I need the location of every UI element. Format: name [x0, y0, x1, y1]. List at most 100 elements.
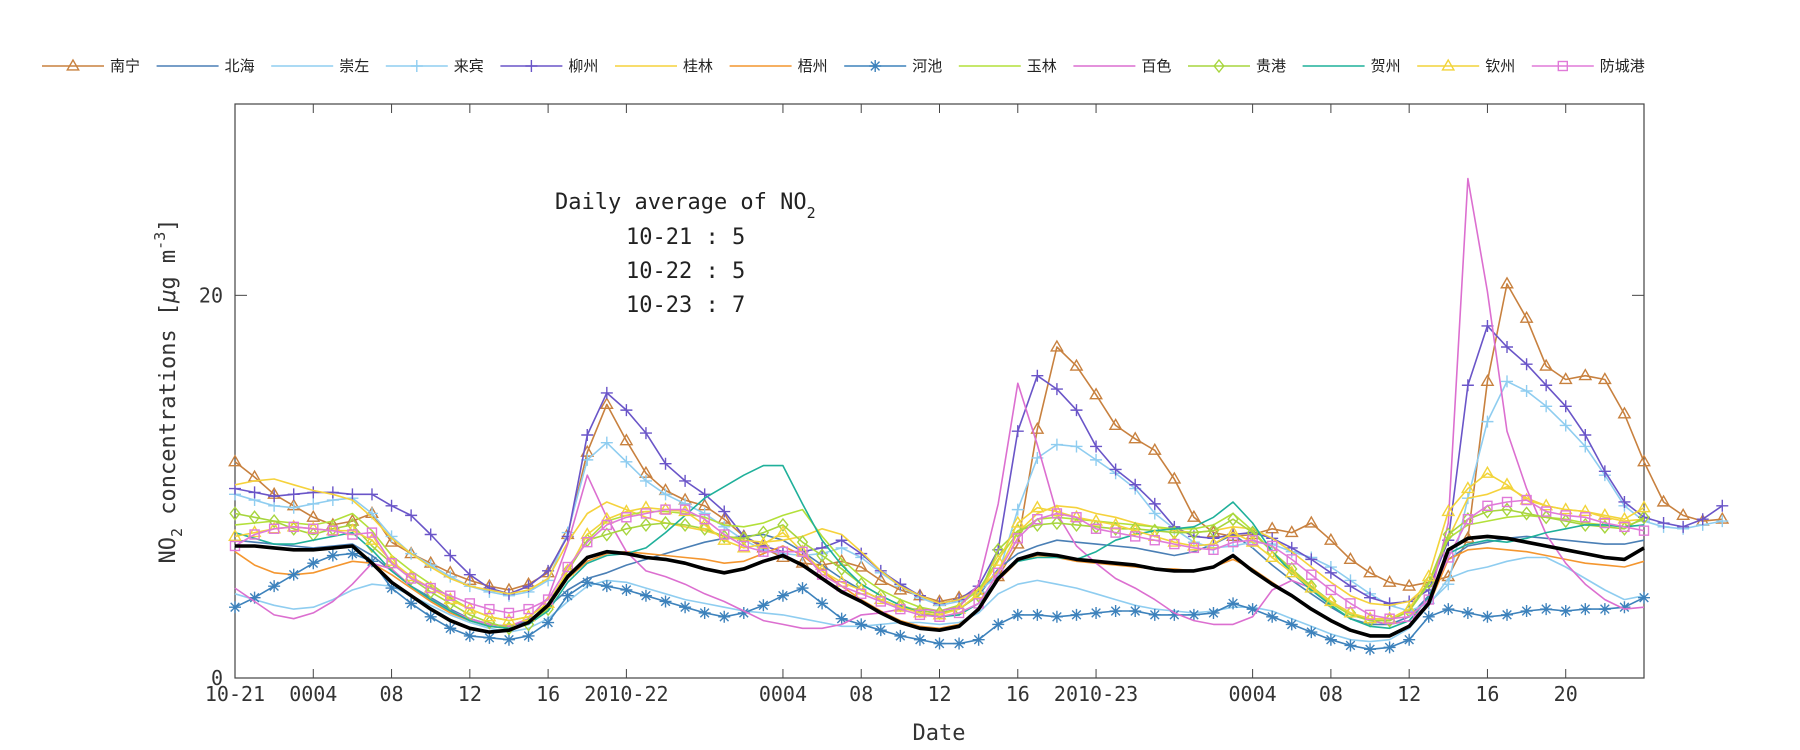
x-tick-label: 2010-22: [584, 682, 668, 706]
data-point: [1188, 542, 1200, 554]
data-point: [248, 486, 261, 499]
annotation-line: 10-22 : 5: [626, 259, 745, 284]
data-point: [385, 530, 398, 543]
data-point: [1540, 506, 1552, 517]
data-point: [1597, 507, 1612, 520]
data-point: [776, 589, 789, 602]
data-point: [306, 509, 321, 522]
annotation-title: Daily average of NO2: [555, 190, 816, 222]
data-point: [1579, 517, 1591, 533]
data-point: [228, 529, 242, 542]
data-point: [1109, 521, 1122, 536]
data-point: [1186, 509, 1201, 522]
data-point: [1598, 465, 1611, 478]
data-point: [1167, 534, 1182, 547]
data-point: [1421, 569, 1436, 582]
data-point: [619, 433, 634, 446]
data-point: [483, 582, 496, 595]
data-point: [758, 546, 769, 557]
data-point: [1599, 517, 1611, 529]
data-point: [1402, 578, 1417, 591]
data-point: [1501, 375, 1514, 388]
data-point: [1011, 608, 1024, 621]
data-point: [1540, 379, 1553, 392]
data-point: [1520, 605, 1533, 618]
data-point: [1324, 566, 1337, 579]
data-point: [639, 474, 652, 487]
data-point: [386, 558, 397, 569]
data-point: [855, 618, 868, 631]
legend-label: 北海: [225, 57, 255, 75]
data-point: [268, 490, 281, 503]
data-point: [365, 488, 378, 501]
data-point: [1618, 495, 1631, 508]
data-point: [1110, 527, 1121, 538]
legend: 南宁 北海 崇左 来宾 柳州 桂林 梧州 河池 玉林 百色 贵港 贺州 钦州 防城港: [42, 57, 1645, 75]
data-point: [1382, 574, 1397, 587]
x-tick-label: 2010-23: [1054, 682, 1138, 706]
data-point: [679, 497, 692, 510]
data-point: [894, 629, 907, 642]
data-point: [1305, 626, 1318, 639]
data-point: [268, 513, 280, 529]
data-point: [1011, 503, 1024, 516]
data-point: [600, 580, 613, 593]
data-point: [580, 527, 595, 540]
data-point: [893, 582, 908, 595]
data-point: [895, 603, 906, 615]
annotation-line: 10-21 : 5: [626, 225, 745, 250]
data-point: [600, 436, 613, 449]
data-point: [542, 616, 555, 629]
data-point: [1266, 540, 1278, 552]
data-point: [639, 589, 652, 602]
data-point: [326, 486, 339, 499]
data-point: [599, 511, 614, 524]
data-point: [620, 455, 633, 468]
x-tick-label: 08: [1319, 682, 1343, 706]
data-point: [1617, 511, 1632, 524]
data-point: [1032, 513, 1043, 525]
data-point: [1539, 498, 1554, 511]
data-point: [1090, 440, 1103, 453]
data-point: [1286, 561, 1298, 577]
data-point: [1500, 477, 1514, 490]
data-point: [738, 540, 750, 552]
data-point: [1559, 400, 1572, 413]
data-point: [1305, 553, 1318, 566]
data-point: [1363, 611, 1377, 624]
data-point: [1560, 510, 1571, 521]
legend-item: 贺州: [1302, 57, 1401, 75]
data-point: [1050, 383, 1063, 396]
data-point: [679, 517, 691, 533]
data-point: [854, 559, 869, 572]
data-point: [1500, 276, 1514, 289]
legend-marker: [66, 58, 80, 71]
data-point: [1638, 525, 1650, 536]
legend-label: 柳州: [568, 57, 598, 75]
data-point: [699, 513, 710, 525]
data-point: [445, 590, 456, 601]
legend-item: 百色: [1073, 57, 1171, 75]
data-point: [1384, 613, 1395, 624]
data-point: [1304, 515, 1319, 528]
data-point: [621, 512, 632, 523]
data-point: [1540, 603, 1553, 616]
data-point: [1696, 513, 1709, 526]
data-point: [953, 637, 966, 650]
data-point: [972, 633, 985, 646]
x-tick-label: 12: [1397, 682, 1421, 706]
data-point: [1559, 419, 1572, 432]
data-point: [1090, 523, 1102, 534]
data-point: [1089, 513, 1103, 526]
data-point: [307, 486, 320, 499]
data-point: [1560, 513, 1572, 529]
data-point: [718, 505, 731, 518]
data-point: [601, 519, 613, 531]
data-point: [1227, 597, 1240, 610]
data-point: [287, 501, 300, 514]
data-point: [1480, 374, 1495, 387]
data-point: [1129, 605, 1142, 618]
data-point: [1207, 606, 1220, 619]
legend-marker: [525, 60, 538, 72]
data-point: [1343, 605, 1358, 618]
